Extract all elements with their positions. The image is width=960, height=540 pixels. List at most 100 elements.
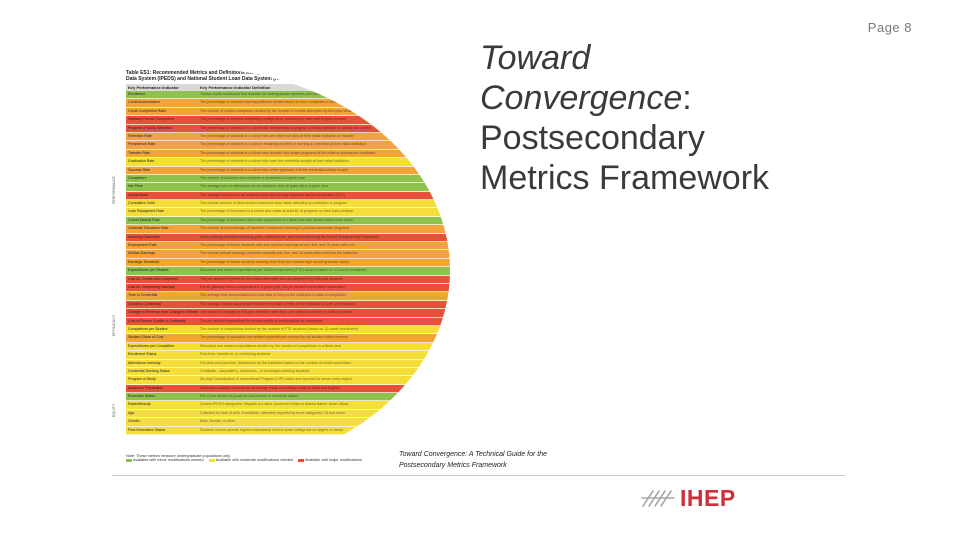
row-indicator: First-Generation Status xyxy=(128,427,166,432)
table-image-row: Graduation Rate The percentage of student… xyxy=(126,158,450,167)
table-image-row: Transfer Rate The percentage of students … xyxy=(126,149,450,159)
table-image-row: Credit Completion Ratio The number of cre… xyxy=(126,107,450,117)
legend-moderate: Available with moderate modifications ne… xyxy=(215,458,293,462)
title-italic-toward: Toward xyxy=(480,39,591,77)
table-image-row: Success Rate The percentage of students i… xyxy=(126,166,450,175)
row-indicator: Net Price xyxy=(128,184,143,189)
title-line-postsecondary: Postsecondary xyxy=(480,119,705,157)
table-image-row: Gateway Course Completion The percentage … xyxy=(126,116,450,125)
row-definition: The percentage of students in a cohort w… xyxy=(200,159,350,164)
table-image-row: Unmet Need The average net price for an i… xyxy=(126,191,450,201)
title-italic-convergence: Convergence xyxy=(480,79,683,117)
row-indicator: Learning Outcomes xyxy=(128,234,160,239)
row-indicator: Median Earnings xyxy=(128,251,155,256)
table-image-row: Retention Rate The percentage of students… xyxy=(126,132,450,142)
section-label-performance: PERFORMANCE xyxy=(112,176,116,204)
table-image-row: Attendance Intensity Full-time and part-t… xyxy=(126,359,450,368)
table-image-row: Cost of Excess Credits to Credential The … xyxy=(126,317,450,326)
row-indicator: Completions per Student xyxy=(128,326,168,331)
row-definition: Education and related expenditures divid… xyxy=(200,343,342,348)
row-indicator: Success Rate xyxy=(128,167,151,172)
row-indicator: Transfer Rate xyxy=(128,150,150,155)
row-indicator: Expenditures per Completion xyxy=(128,343,175,348)
table-image-row: Gender Male, female, or other xyxy=(126,418,450,427)
row-definition: Students whose parents' highest educatio… xyxy=(200,427,344,432)
row-definition: The number of completions divided by the… xyxy=(200,326,359,331)
row-definition: Twelve-month headcount that includes all… xyxy=(200,92,382,96)
row-definition: Male, female, or other xyxy=(200,419,235,424)
row-indicator: Economic Status xyxy=(128,394,155,399)
ihep-logo: IHEP xyxy=(640,484,740,512)
row-indicator: Retention Rate xyxy=(128,133,152,138)
row-definition: The per student expenditure for credits … xyxy=(200,276,343,281)
row-definition: The percentage of students in a cohort r… xyxy=(200,142,367,147)
table-image-row: Student Share of Cost The percentage of e… xyxy=(126,334,450,343)
table-image-row: Expenditures per Completion Education and… xyxy=(126,342,450,352)
row-indicator: Gender xyxy=(128,419,140,424)
ihep-logo-text: IHEP xyxy=(680,485,736,511)
table-image-title: Table ES1: Recommended Metrics and Defin… xyxy=(126,70,386,82)
row-definition: The median amount of debt student borrow… xyxy=(200,201,348,206)
table-image-row: Race/ethnicity Current IPEDS categories: … xyxy=(126,401,450,410)
legend-swatch-red xyxy=(297,458,304,462)
row-indicator: Cost for Completing Gateway xyxy=(128,284,175,289)
table-image-legend: Note: These metrics measure undergraduat… xyxy=(126,454,362,462)
row-definition: Certificate-, associate's-, bachelor's-,… xyxy=(200,368,310,373)
row-definition: The number and percentage of bachelor's … xyxy=(200,226,350,231)
image-caption: Toward Convergence: A Technical Guide fo… xyxy=(399,449,589,471)
row-definition: The percentage of borrowers who enter re… xyxy=(200,217,353,222)
row-indicator: Cohort Default Rate xyxy=(128,217,160,222)
row-indicator: Cost of Excess Credits to Credential xyxy=(128,318,186,323)
table-image-row: Program of Study Selection The percentage… xyxy=(126,124,450,133)
row-definition: The per student expenditure for excess c… xyxy=(200,318,323,323)
table-image-row: Credit Accumulation The percentage of stu… xyxy=(126,99,450,108)
row-definition: The percentage of students in a cohort w… xyxy=(200,150,376,155)
row-indicator: Academic Preparation xyxy=(128,385,164,390)
row-definition: The percentage of students in a cohort w… xyxy=(200,133,354,138)
table-image-row: Learning Outcomes Public sharing of stude… xyxy=(126,233,450,243)
slide-title: Toward Convergence: Postsecondary Metric… xyxy=(480,38,769,198)
row-definition: Full-time and part-time, determined by t… xyxy=(200,360,352,365)
table-image-row: Age Collected by date of birth, if availa… xyxy=(126,409,450,419)
ihep-logo-mark-icon xyxy=(641,490,675,507)
table-image-row: Cost for Completing Gateway For all gatew… xyxy=(126,283,450,293)
row-definition: The percentage of students earning suffi… xyxy=(200,100,352,105)
table-image-row: First-Generation Status Students whose pa… xyxy=(126,426,450,436)
table-image-row: Net Price The average cost of attendance … xyxy=(126,183,450,192)
row-indicator: Cumulative Debt xyxy=(128,201,155,206)
row-indicator: Enrollment Status xyxy=(128,352,157,357)
row-indicator: Change in Revenue from Change in Retenti… xyxy=(128,310,198,315)
row-indicator: Cost for Credits Not Completed xyxy=(128,276,178,281)
table-image-row: Loan Repayment Rate The percentage of bor… xyxy=(126,208,450,217)
legend-swatch-green xyxy=(126,458,132,462)
row-indicator: Loan Repayment Rate xyxy=(128,209,164,214)
row-definition: The percentage of students completing co… xyxy=(200,117,347,122)
row-definition: Public sharing of student learning goals… xyxy=(200,234,380,239)
row-definition: The number of credits completed, divided… xyxy=(200,108,357,113)
row-indicator: Unmet Need xyxy=(128,192,149,197)
table-image-row: Graduate Education Rate The number and pe… xyxy=(126,225,450,234)
page-number: Page 8 xyxy=(867,20,912,35)
table-image-row: Persistence Rate The percentage of studen… xyxy=(126,141,450,150)
table-image-row: Academic Preparation Institutions classif… xyxy=(126,384,450,394)
row-indicator: Program of Study Selection xyxy=(128,125,172,130)
row-indicator: Credential-Seeking Status xyxy=(128,368,170,373)
title-line-metrics-framework: Metrics Framework xyxy=(480,159,770,197)
row-indicator: Credit Accumulation xyxy=(128,100,160,105)
row-indicator: Gateway Course Completion xyxy=(128,117,174,122)
row-indicator: Enrollment xyxy=(128,92,146,96)
row-indicator: Attendance Intensity xyxy=(128,360,161,365)
row-definition: Six-digit Classification of Instructiona… xyxy=(200,377,352,382)
row-definition: The average cost of attendance for an in… xyxy=(200,184,329,189)
title-colon: : xyxy=(682,79,692,117)
legend-note: Note: These metrics measure undergraduat… xyxy=(126,454,231,458)
table-image-row: Earnings Threshold The percentage of form… xyxy=(126,258,450,268)
row-indicator: Completers xyxy=(128,175,147,180)
row-indicator: Graduate Education Rate xyxy=(128,226,169,231)
caption-line-2: Postsecondary Metrics Framework xyxy=(399,462,507,469)
row-definition: Pell Grant receipt as proxy for low-inco… xyxy=(200,394,298,399)
caption-line-1: Toward Convergence: A Technical Guide fo… xyxy=(399,451,547,458)
row-definition: The impact of changes in first-year rete… xyxy=(200,310,353,315)
row-definition: The percentage of students in a cohort w… xyxy=(200,125,371,130)
row-definition: The number of students who complete a cr… xyxy=(200,175,306,180)
